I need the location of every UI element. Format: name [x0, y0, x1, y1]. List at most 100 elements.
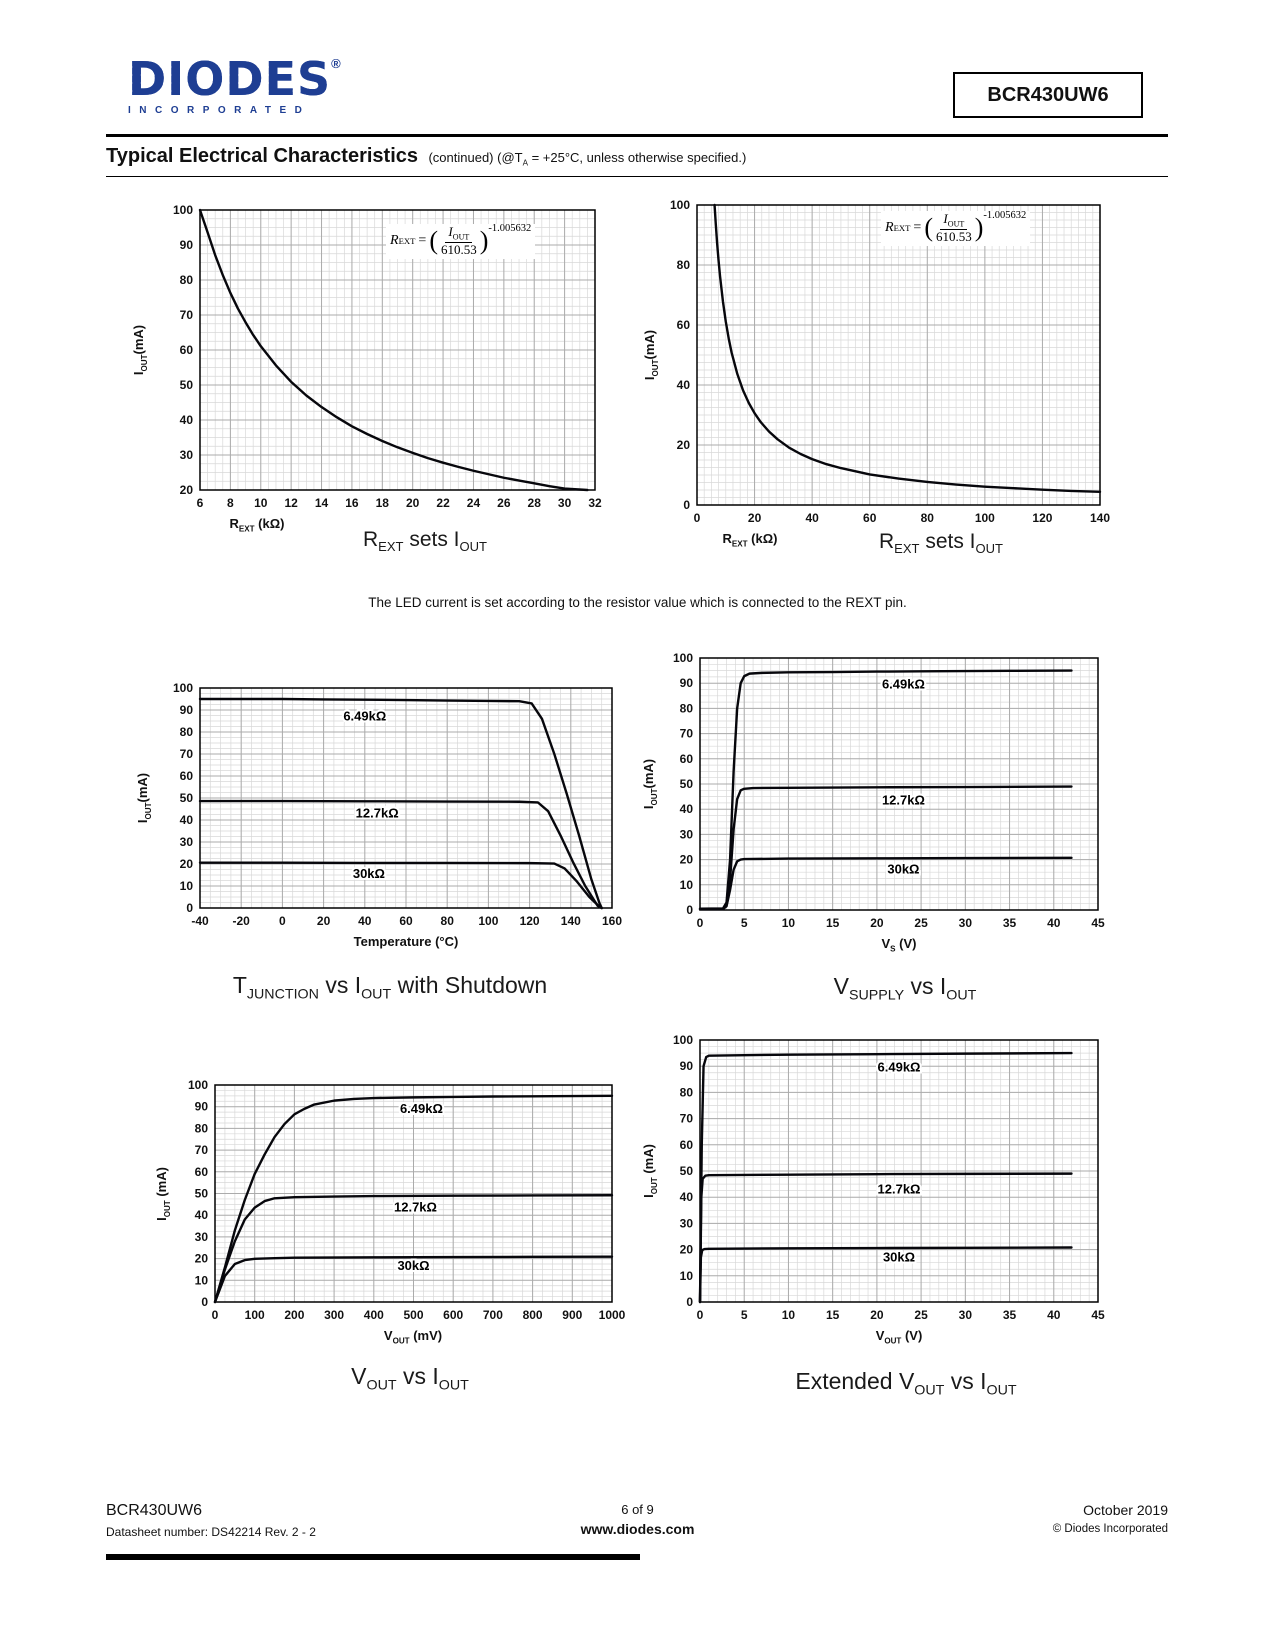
y-axis-label: IOUT(mA): [131, 324, 149, 376]
svg-text:60: 60: [180, 343, 194, 357]
header-rule-thin: [106, 176, 1168, 177]
chart-extended-vout-vs-iout: IOUT (mA) 0 5 10 15 20 25 30 35 40 45 0 10 20 30 40 50 6…: [641, 1030, 1118, 1405]
svg-text:10: 10: [254, 496, 268, 510]
svg-text:0: 0: [697, 916, 704, 930]
svg-text:24: 24: [467, 496, 481, 510]
section-title-conditions: (continued) (@TA = +25°C, unless otherwi…: [428, 150, 747, 168]
footer-website-link[interactable]: www.diodes.com: [580, 1521, 695, 1537]
chart-rext-sets-iout-detail: IOUT(mA) 6 8 10 12 14 16 18 20 22 24 26 28 30 32 20 30 4…: [131, 200, 618, 575]
svg-text:0: 0: [212, 1308, 219, 1322]
led-current-note: The LED current is set according to the …: [368, 595, 907, 610]
svg-text:40: 40: [680, 802, 694, 816]
svg-text:1000: 1000: [599, 1308, 626, 1322]
chart-tjunction-vs-iout: IOUT(mA) -40 -20 0 20 40 60 80 100 120 140 160 0 10 2…: [135, 678, 628, 1008]
svg-text:160: 160: [602, 914, 622, 928]
formula-annotation: R EXT =(IOUT 610.53) -1.005632: [881, 210, 1031, 246]
svg-text:70: 70: [180, 308, 194, 322]
svg-text:0: 0: [279, 914, 286, 928]
footer-page-number: 6 of 9: [621, 1502, 654, 1517]
svg-text:20: 20: [180, 483, 194, 497]
svg-text:120: 120: [520, 914, 540, 928]
svg-text:40: 40: [680, 1190, 694, 1204]
svg-text:40: 40: [677, 378, 691, 392]
svg-text:30kΩ: 30kΩ: [353, 866, 385, 881]
rext-wide-plot: 0 20 40 60 80 100 120 140 0 20 40 60 80 100: [670, 198, 1110, 525]
footer-right: October 2019 © Diodes Incorporated: [1053, 1502, 1168, 1535]
svg-text:70: 70: [680, 727, 694, 741]
footer-copyright: © Diodes Incorporated: [1052, 1523, 1168, 1535]
svg-text:70: 70: [680, 1112, 694, 1126]
svg-text:0: 0: [186, 901, 193, 915]
svg-text:10: 10: [782, 916, 796, 930]
svg-text:60: 60: [680, 1138, 694, 1152]
footer-left: BCR430UW6 Datasheet number: DS42214 Rev.…: [106, 1502, 316, 1539]
svg-text:5: 5: [741, 916, 748, 930]
svg-text:35: 35: [1003, 916, 1017, 930]
svg-text:40: 40: [180, 813, 194, 827]
x-axis-label: REXT (kΩ): [722, 531, 778, 549]
svg-text:80: 80: [677, 258, 691, 272]
svg-text:140: 140: [1090, 511, 1110, 525]
x-axis-label: VS (V): [881, 936, 917, 954]
svg-text:14: 14: [315, 496, 329, 510]
chart-vout-vs-iout: IOUT (mA) 0 100 200 300 400 500 600 700 800 900 10…: [154, 1075, 633, 1405]
svg-text:300: 300: [324, 1308, 344, 1322]
svg-text:900: 900: [562, 1308, 582, 1322]
svg-text:28: 28: [528, 496, 542, 510]
svg-text:100: 100: [673, 651, 693, 665]
svg-text:0: 0: [686, 903, 693, 917]
svg-text:16: 16: [345, 496, 359, 510]
svg-text:30: 30: [680, 827, 694, 841]
svg-text:40: 40: [1047, 1308, 1061, 1322]
svg-text:70: 70: [180, 747, 194, 761]
svg-text:10: 10: [195, 1273, 209, 1287]
svg-text:45: 45: [1091, 916, 1105, 930]
footer-datasheet-number: Datasheet number: DS42214 Rev. 2 - 2: [106, 1525, 316, 1539]
svg-text:15: 15: [826, 916, 840, 930]
footer-part-number: BCR430UW6: [106, 1502, 203, 1519]
svg-text:100: 100: [975, 511, 995, 525]
svg-text:30: 30: [959, 1308, 973, 1322]
svg-text:22: 22: [436, 496, 450, 510]
svg-text:6.49kΩ: 6.49kΩ: [400, 1101, 443, 1116]
svg-text:30: 30: [558, 496, 572, 510]
svg-text:100: 100: [245, 1308, 265, 1322]
svg-text:60: 60: [180, 769, 194, 783]
svg-text:60: 60: [863, 511, 877, 525]
part-number-box: BCR430UW6: [953, 72, 1143, 118]
svg-text:800: 800: [523, 1308, 543, 1322]
svg-text:10: 10: [782, 1308, 796, 1322]
svg-text:40: 40: [805, 511, 819, 525]
section-title: Typical Electrical Characteristics: [106, 145, 419, 167]
svg-text:26: 26: [497, 496, 511, 510]
chart-vsupply-vs-iout: IOUT(mA) 0 5 10 15 20 25 30 35 40 45 0 10 20 30 40 50 60…: [641, 648, 1118, 1008]
svg-text:400: 400: [364, 1308, 384, 1322]
svg-text:35: 35: [1003, 1308, 1017, 1322]
x-axis-label: Temperature (°C): [353, 934, 459, 949]
diodes-logo-subtext: INCORPORATED: [128, 105, 311, 116]
svg-text:6.49kΩ: 6.49kΩ: [878, 1060, 921, 1075]
svg-text:40: 40: [1047, 916, 1061, 930]
svg-text:60: 60: [680, 752, 694, 766]
vout-plot: 0 100 200 300 400 500 600 700 800 900 1000 0 10 20 30 4…: [188, 1078, 626, 1322]
y-axis-label: IOUT (mA): [641, 1144, 659, 1198]
svg-text:40: 40: [195, 1208, 209, 1222]
footer-rule-thick: [106, 1554, 640, 1560]
chart-rext-sets-iout-wide: IOUT(mA) 0 20 40 60 80 100 120 140 0 20 40 60 80 100 …: [642, 195, 1115, 590]
chart-caption: VSUPPLY vs IOUT: [833, 973, 977, 1004]
svg-text:45: 45: [1091, 1308, 1105, 1322]
chart-caption: VOUT vs IOUT: [351, 1363, 469, 1394]
svg-text:20: 20: [677, 438, 691, 452]
x-axis-label: VOUT (V): [875, 1328, 923, 1346]
svg-text:25: 25: [914, 1308, 928, 1322]
svg-text:100: 100: [173, 203, 193, 217]
section-title-row: Typical Electrical Characteristics (cont…: [106, 145, 746, 168]
svg-text:50: 50: [180, 378, 194, 392]
svg-text:40: 40: [358, 914, 372, 928]
svg-text:10: 10: [680, 878, 694, 892]
svg-text:12.7kΩ: 12.7kΩ: [878, 1181, 921, 1196]
svg-text:90: 90: [195, 1100, 209, 1114]
svg-text:100: 100: [670, 198, 690, 212]
svg-text:80: 80: [921, 511, 935, 525]
svg-text:30kΩ: 30kΩ: [887, 862, 919, 877]
